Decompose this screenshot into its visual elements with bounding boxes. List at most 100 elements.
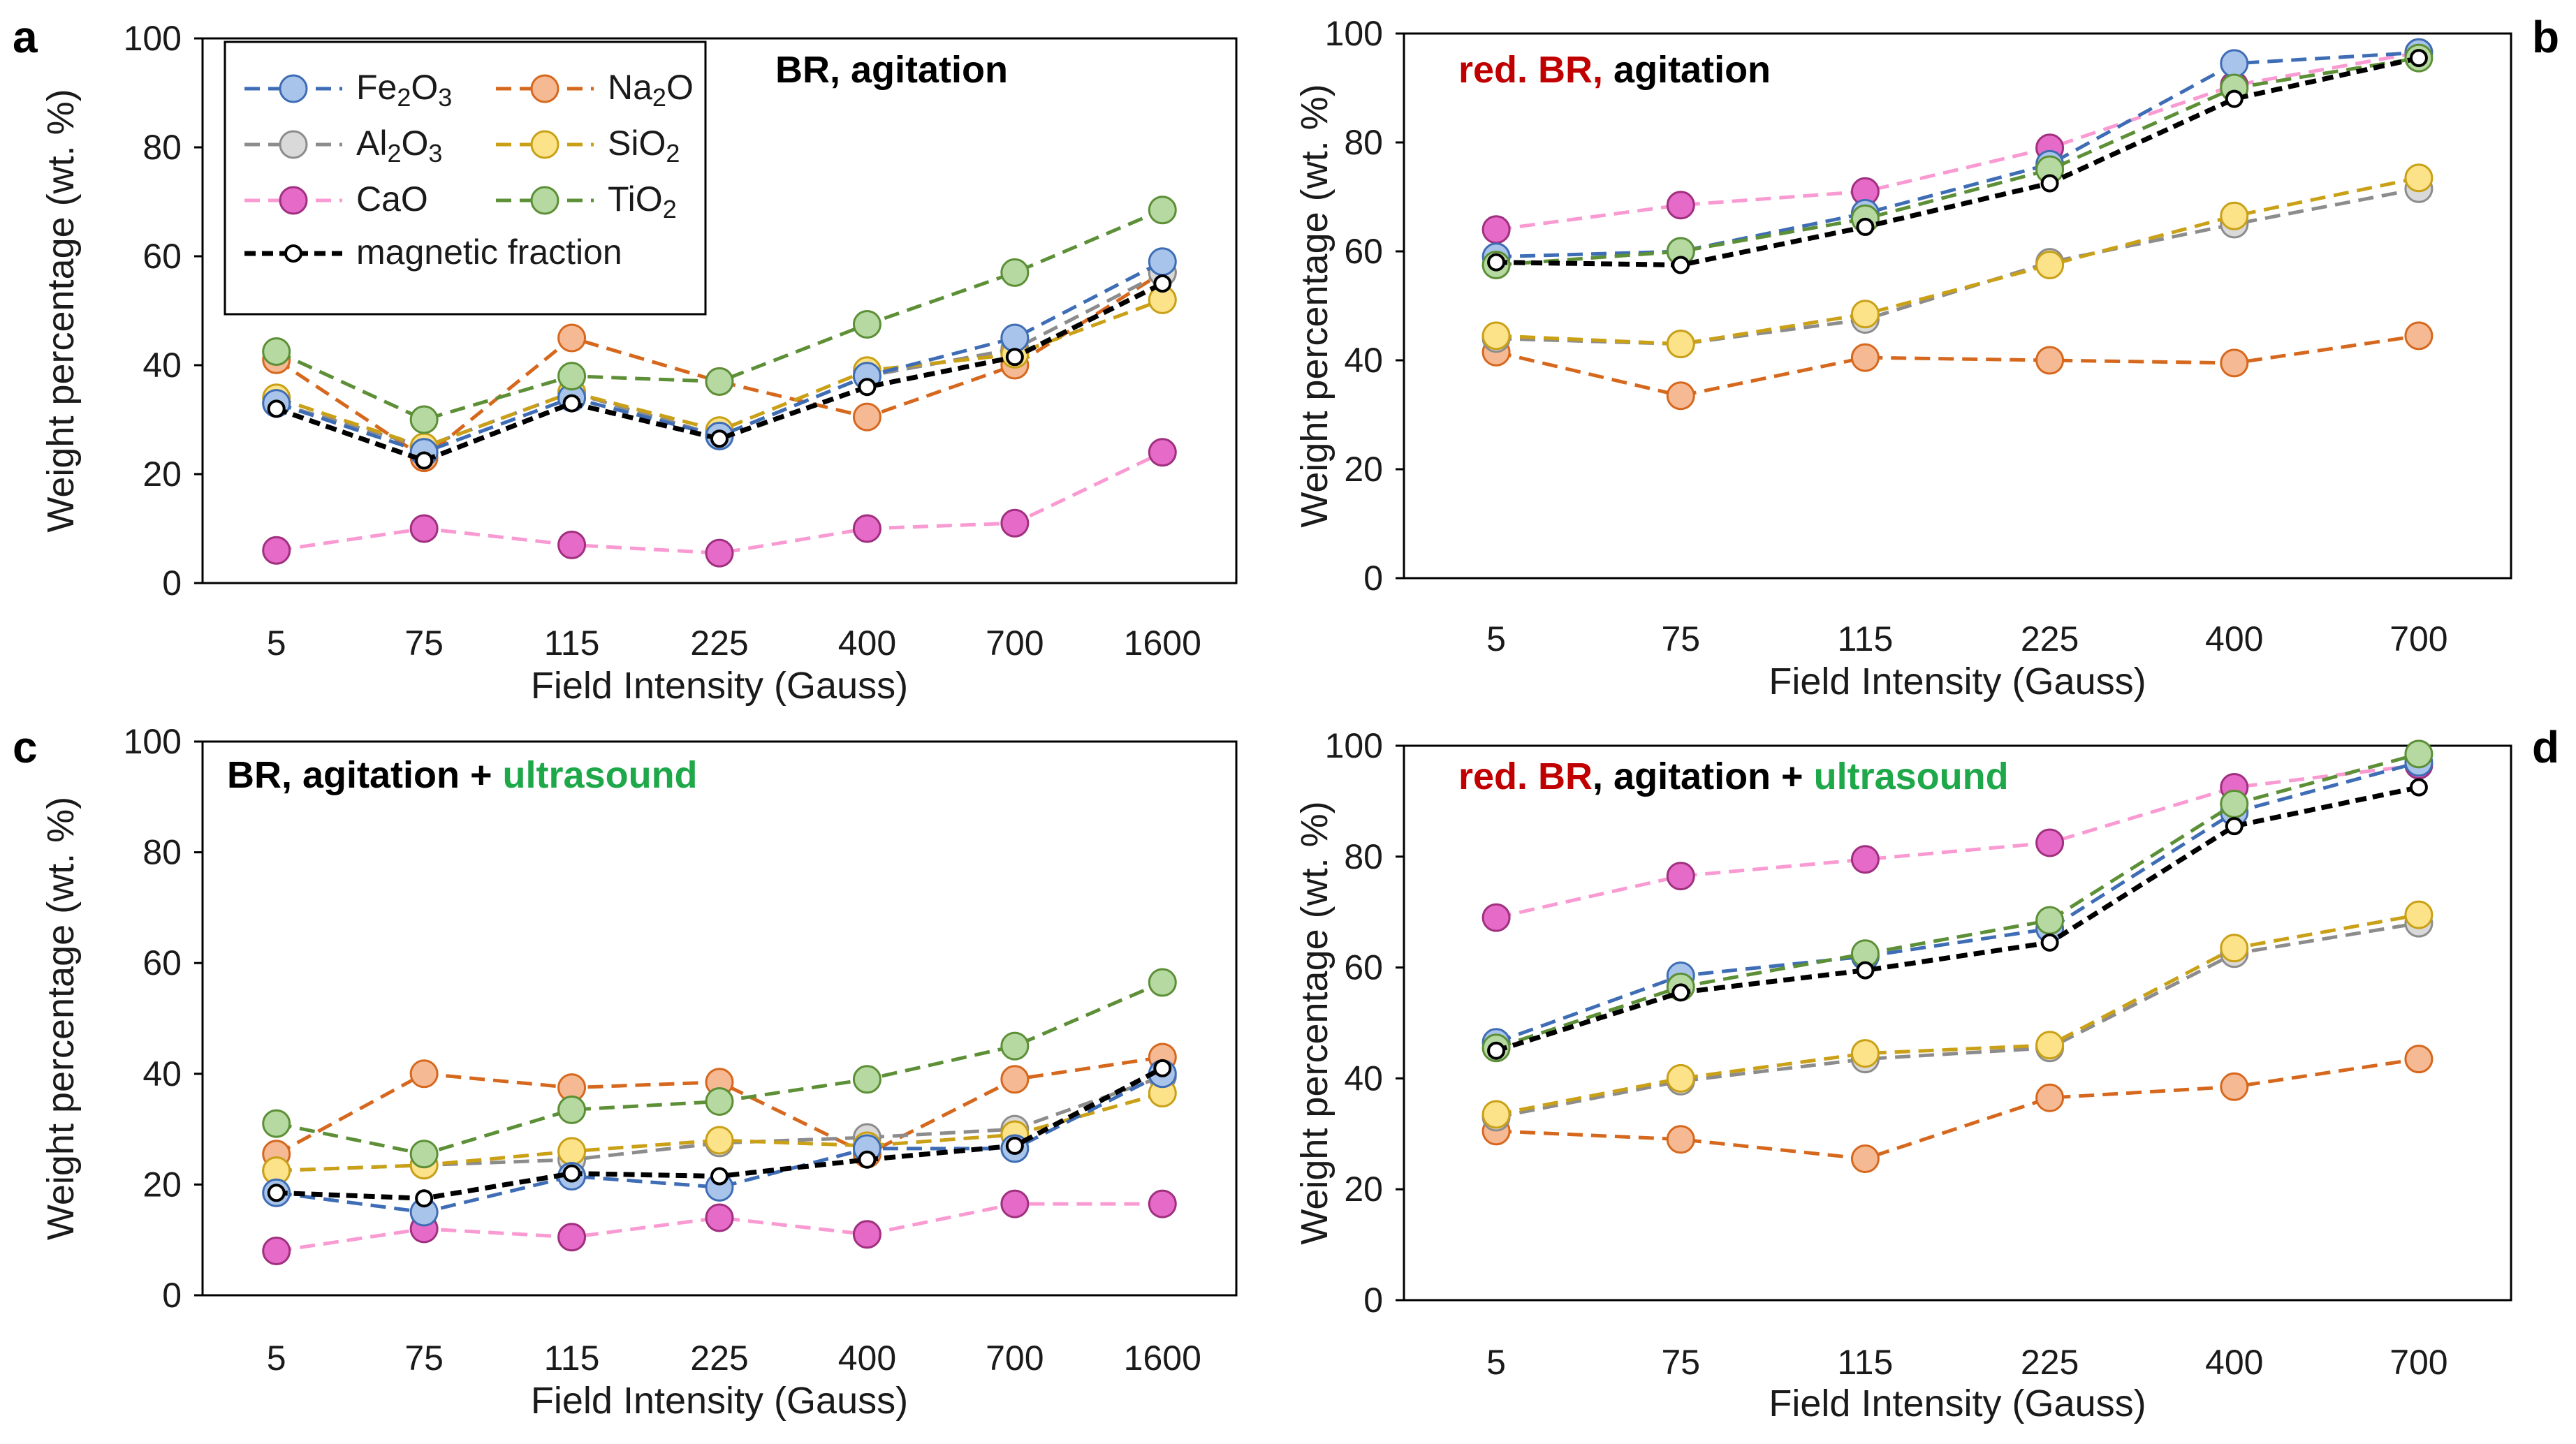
data-point [2404, 321, 2434, 351]
panel-title: BR, agitation + ultrasound [227, 754, 698, 796]
x-tick-label: 115 [1838, 619, 1894, 658]
data-point [705, 1086, 734, 1116]
x-tick-label: 115 [1838, 1343, 1894, 1382]
legend-marker [279, 186, 308, 215]
y-axis-label: Weight percentage (wt. %) [1294, 801, 1335, 1244]
legend-text: Al [356, 124, 387, 163]
series-magnetic-fraction [1487, 49, 2428, 274]
data-point [262, 337, 291, 366]
y-tick-label: 0 [162, 563, 182, 603]
data-point [705, 1203, 734, 1232]
legend-subscript: 2 [397, 83, 411, 112]
data-point [1856, 961, 1875, 980]
y-tick-label: 80 [1344, 123, 1383, 162]
x-tick-label: 400 [2205, 619, 2263, 658]
legend-text: SiO [608, 124, 666, 163]
y-tick-label: 60 [142, 237, 182, 276]
data-point [1000, 1065, 1030, 1094]
data-point [1000, 323, 1030, 353]
x-tick-label: 75 [404, 1339, 444, 1378]
x-tick-label: 700 [2390, 619, 2447, 658]
series-magnetic-fraction [267, 1059, 1172, 1208]
y-tick-label: 80 [1344, 837, 1383, 876]
data-point [1671, 256, 1690, 274]
data-point [710, 429, 729, 448]
data-point [557, 1095, 587, 1124]
y-tick-label: 40 [142, 1054, 182, 1093]
data-point [267, 399, 286, 418]
data-point [1153, 1059, 1172, 1077]
data-point [2220, 348, 2249, 378]
data-point [1850, 343, 1880, 372]
y-tick-label: 60 [1344, 232, 1383, 271]
data-point [2220, 201, 2249, 230]
data-point [262, 536, 291, 565]
panel-title-part: ultrasound [503, 754, 698, 796]
panel-title-part: BR, agitation + [227, 754, 503, 796]
panel-label: d [2532, 722, 2559, 772]
series-line [1495, 176, 2420, 346]
legend-text: O [411, 68, 438, 107]
legend-marker [279, 74, 308, 103]
data-point [852, 402, 881, 432]
series-line [1495, 334, 2420, 398]
x-tick-label: 400 [838, 1339, 896, 1378]
legend-marker [284, 244, 302, 263]
y-tick-label: 20 [1344, 1170, 1383, 1209]
legend-subscript: 3 [428, 139, 442, 168]
data-point [1481, 903, 1511, 932]
legend-entry-sio2: SiO2 [496, 124, 680, 168]
data-point [2404, 1045, 2434, 1074]
data-point [705, 1126, 734, 1155]
data-point [1487, 253, 1506, 272]
panel-title-part: red. BR, [1458, 49, 1603, 91]
panel-title: red. BR, agitation [1458, 49, 1771, 91]
y-tick-label: 20 [1344, 450, 1383, 489]
legend-entry-fe2o3: Fe2O3 [244, 68, 452, 112]
data-point [1481, 321, 1511, 351]
y-tick-label: 60 [1344, 948, 1383, 987]
legend-subscript: 3 [438, 83, 452, 112]
data-point [2035, 346, 2065, 375]
data-point [1671, 983, 1690, 1002]
data-point [852, 514, 881, 543]
series-tio2 [262, 968, 1177, 1169]
legend-entry-magnetic-fraction: magnetic fraction [244, 233, 622, 272]
y-tick-label: 100 [1325, 14, 1383, 53]
legend-subscript: 2 [652, 83, 666, 112]
y-tick-label: 0 [1363, 559, 1383, 598]
y-tick-label: 80 [142, 128, 182, 167]
x-tick-label: 700 [986, 1339, 1044, 1378]
data-point [1005, 1136, 1024, 1155]
y-tick-label: 100 [1325, 726, 1383, 765]
y-tick-label: 0 [162, 1276, 182, 1315]
x-tick-label: 700 [986, 624, 1044, 663]
data-point [852, 1220, 881, 1249]
data-point [267, 1184, 286, 1202]
y-axis-label: Weight percentage (wt. %) [40, 797, 82, 1240]
legend-entry-tio2: TiO2 [496, 179, 677, 223]
legend-subscript: 2 [663, 195, 677, 223]
x-tick-label: 75 [1661, 619, 1700, 658]
series-line [276, 450, 1164, 555]
series-cao [262, 438, 1177, 568]
data-point [852, 310, 881, 339]
x-tick-label: 115 [544, 624, 600, 663]
data-point [1153, 274, 1172, 293]
data-point [1666, 191, 1695, 220]
legend-subscript: 2 [666, 139, 680, 168]
data-point [557, 362, 587, 391]
x-tick-label: 115 [544, 1339, 600, 1378]
y-tick-label: 80 [142, 833, 182, 872]
data-point [1850, 1144, 1880, 1174]
data-point [409, 405, 439, 434]
data-point [557, 1137, 587, 1166]
x-axis-label: Field Intensity (Gauss) [1769, 661, 2146, 702]
x-tick-label: 5 [267, 624, 286, 663]
legend-text: O [402, 124, 429, 163]
data-point [1487, 1041, 1506, 1060]
series-al2o3 [1481, 908, 2434, 1132]
x-tick-label: 1600 [1124, 624, 1201, 663]
x-tick-label: 5 [1486, 619, 1506, 658]
data-point [1148, 247, 1177, 277]
